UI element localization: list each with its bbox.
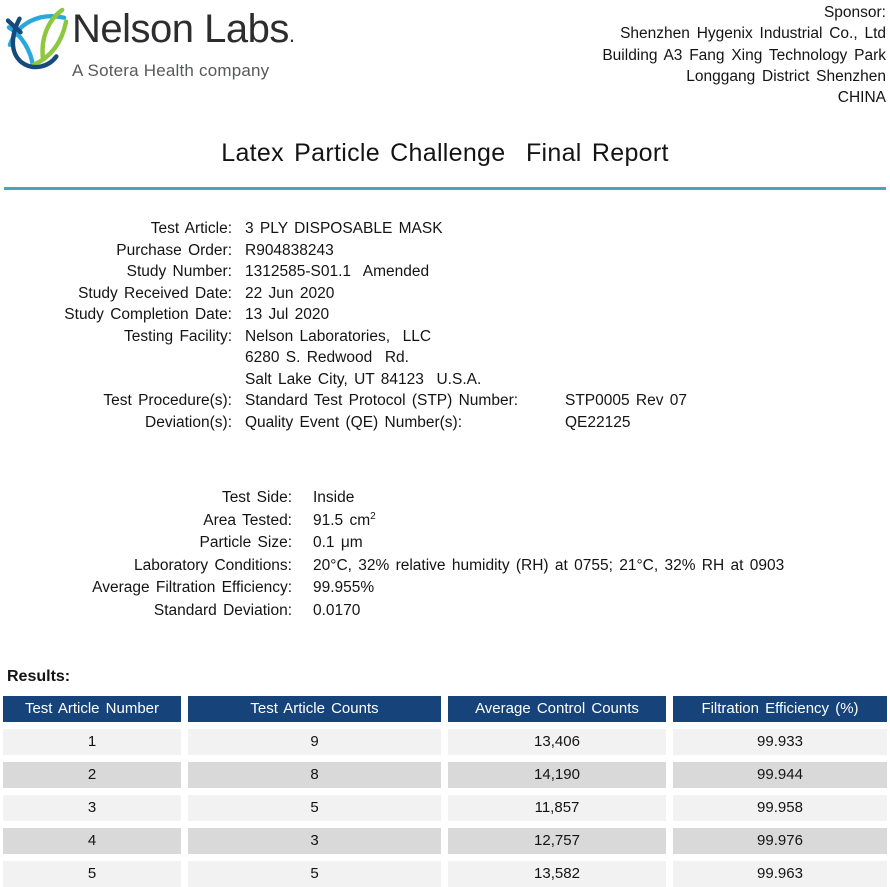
logo-tagline: A Sotera Health company: [72, 61, 270, 80]
parameter-row: Average Filtration Efficiency: 99.955%: [0, 577, 890, 600]
parameter-value: 0.1 μm: [313, 534, 363, 552]
study-details-section: Test Article: 3 PLY DISPOSABLE MASK Purc…: [0, 218, 890, 433]
detail-row: 6280 S. Redwood Rd.: [0, 347, 890, 369]
parameter-label: Test Side:: [221, 489, 292, 507]
detail-row: Test Procedure(s): Standard Test Protoco…: [0, 390, 890, 412]
sponsor-line: Building A3 Fang Xing Technology Park: [602, 46, 886, 64]
parameter-row: Standard Deviation: 0.0170: [0, 600, 890, 623]
table-cell: 2: [3, 762, 181, 789]
detail-label: Test Article:: [150, 220, 232, 238]
detail-row: Test Article: 3 PLY DISPOSABLE MASK: [0, 218, 890, 240]
table-cell: 5: [188, 861, 441, 887]
detail-row: Deviation(s): Quality Event (QE) Number(…: [0, 412, 890, 434]
table-cell: 99.976: [673, 828, 887, 855]
detail-label: [0, 369, 232, 391]
logo-wordmark: Nelson Labs.: [72, 6, 295, 58]
detail-row: Study Number: 1312585-S01.1 Amended: [0, 261, 890, 283]
detail-label: Study Number:: [126, 263, 232, 281]
detail-value: Quality Event (QE) Number(s):: [245, 413, 463, 431]
table-cell: 11,857: [448, 795, 666, 822]
results-table: Test Article Number Test Article Counts …: [3, 696, 887, 887]
brand: Nelson Labs. A Sotera Health company: [6, 2, 295, 108]
detail-value-secondary: STP0005 Rev 07: [565, 392, 688, 410]
page-title: Latex Particle Challenge Final Report: [221, 139, 669, 168]
parameter-value: 99.955%: [313, 579, 375, 597]
parameter-label: Area Tested:: [203, 511, 292, 529]
detail-label: Deviation(s):: [145, 413, 232, 431]
detail-row: Purchase Order: R904838243: [0, 240, 890, 262]
table-header-cell: Test Article Number: [3, 696, 181, 723]
sponsor-line: Shenzhen Hygenix Industrial Co., Ltd: [620, 25, 886, 43]
parameter-value: 20°C, 32% relative humidity (RH) at 0755…: [313, 556, 785, 574]
table-cell: 1: [3, 729, 181, 756]
detail-label: Study Received Date:: [78, 284, 232, 302]
table-cell: 99.963: [673, 861, 887, 887]
sponsor-block: Sponsor: Shenzhen Hygenix Industrial Co.…: [602, 2, 886, 108]
table-header-cell: Filtration Efficiency (%): [673, 696, 887, 723]
detail-row: Testing Facility: Nelson Laboratories, L…: [0, 326, 890, 348]
detail-row: Study Received Date: 22 Jun 2020: [0, 283, 890, 305]
detail-value: 1312585-S01.1 Amended: [245, 263, 430, 281]
logo-mark-dot: .: [288, 22, 295, 47]
results-heading: Results:: [7, 668, 71, 686]
parameter-value: 0.0170: [313, 601, 361, 619]
table-cell: 5: [188, 795, 441, 822]
detail-value: 13 Jul 2020: [245, 306, 330, 324]
sponsor-line: CHINA: [837, 89, 886, 107]
area-superscript: 2: [370, 510, 376, 522]
parameter-row: Particle Size: 0.1 μm: [0, 532, 890, 555]
table-cell: 13,582: [448, 861, 666, 887]
parameter-row: Laboratory Conditions: 20°C, 32% relativ…: [0, 555, 890, 578]
detail-value: Nelson Laboratories, LLC: [245, 327, 432, 345]
detail-value: Salt Lake City, UT 84123 U.S.A.: [245, 370, 482, 388]
detail-row: Salt Lake City, UT 84123 U.S.A.: [0, 369, 890, 391]
detail-label: Study Completion Date:: [64, 306, 232, 324]
sponsor-label: Sponsor:: [823, 4, 886, 21]
test-parameters-section: Test Side: Inside Area Tested: 91.5 cm2 …: [0, 487, 890, 622]
logo-text-block: Nelson Labs. A Sotera Health company: [72, 6, 295, 81]
parameter-value: Inside: [313, 489, 355, 507]
detail-value: 22 Jun 2020: [245, 284, 335, 302]
parameter-value: 91.5 cm2: [313, 510, 376, 533]
sponsor-line: Longgang District Shenzhen: [686, 67, 886, 85]
area-value: 91.5 cm: [313, 511, 371, 529]
detail-label: Testing Facility:: [124, 327, 232, 345]
table-cell: 14,190: [448, 762, 666, 789]
title-divider: [4, 187, 886, 191]
parameter-row: Test Side: Inside: [0, 487, 890, 510]
nelson-labs-globe-icon: [6, 7, 68, 70]
table-cell: 12,757: [448, 828, 666, 855]
table-cell: 13,406: [448, 729, 666, 756]
table-cell: 5: [3, 861, 181, 887]
logo-name: Nelson Labs: [72, 7, 289, 51]
table-cell: 3: [188, 828, 441, 855]
table-cell: 9: [188, 729, 441, 756]
detail-value-secondary: QE22125: [565, 413, 631, 431]
table-cell: 99.933: [673, 729, 887, 756]
detail-label: [0, 347, 232, 369]
table-cell: 8: [188, 762, 441, 789]
detail-label: Test Procedure(s):: [103, 392, 232, 410]
table-cell: 4: [3, 828, 181, 855]
table-header-cell: Test Article Counts: [188, 696, 441, 723]
detail-value: 6280 S. Redwood Rd.: [245, 349, 409, 367]
table-cell: 3: [3, 795, 181, 822]
table-header-cell: Average Control Counts: [448, 696, 666, 723]
table-cell: 99.958: [673, 795, 887, 822]
parameter-row: Area Tested: 91.5 cm2: [0, 510, 890, 533]
parameter-label: Laboratory Conditions:: [134, 556, 292, 574]
parameter-label: Standard Deviation:: [153, 601, 292, 619]
parameter-label: Particle Size:: [199, 534, 292, 552]
detail-row: Study Completion Date: 13 Jul 2020: [0, 304, 890, 326]
detail-value: R904838243: [245, 241, 334, 259]
detail-value: Standard Test Protocol (STP) Number:: [245, 392, 519, 410]
parameter-label: Average Filtration Efficiency:: [92, 579, 292, 597]
table-cell: 99.944: [673, 762, 887, 789]
detail-label: Purchase Order:: [116, 241, 232, 259]
detail-value: 3 PLY DISPOSABLE MASK: [245, 220, 443, 238]
report-header: Nelson Labs. A Sotera Health company Spo…: [0, 0, 890, 108]
